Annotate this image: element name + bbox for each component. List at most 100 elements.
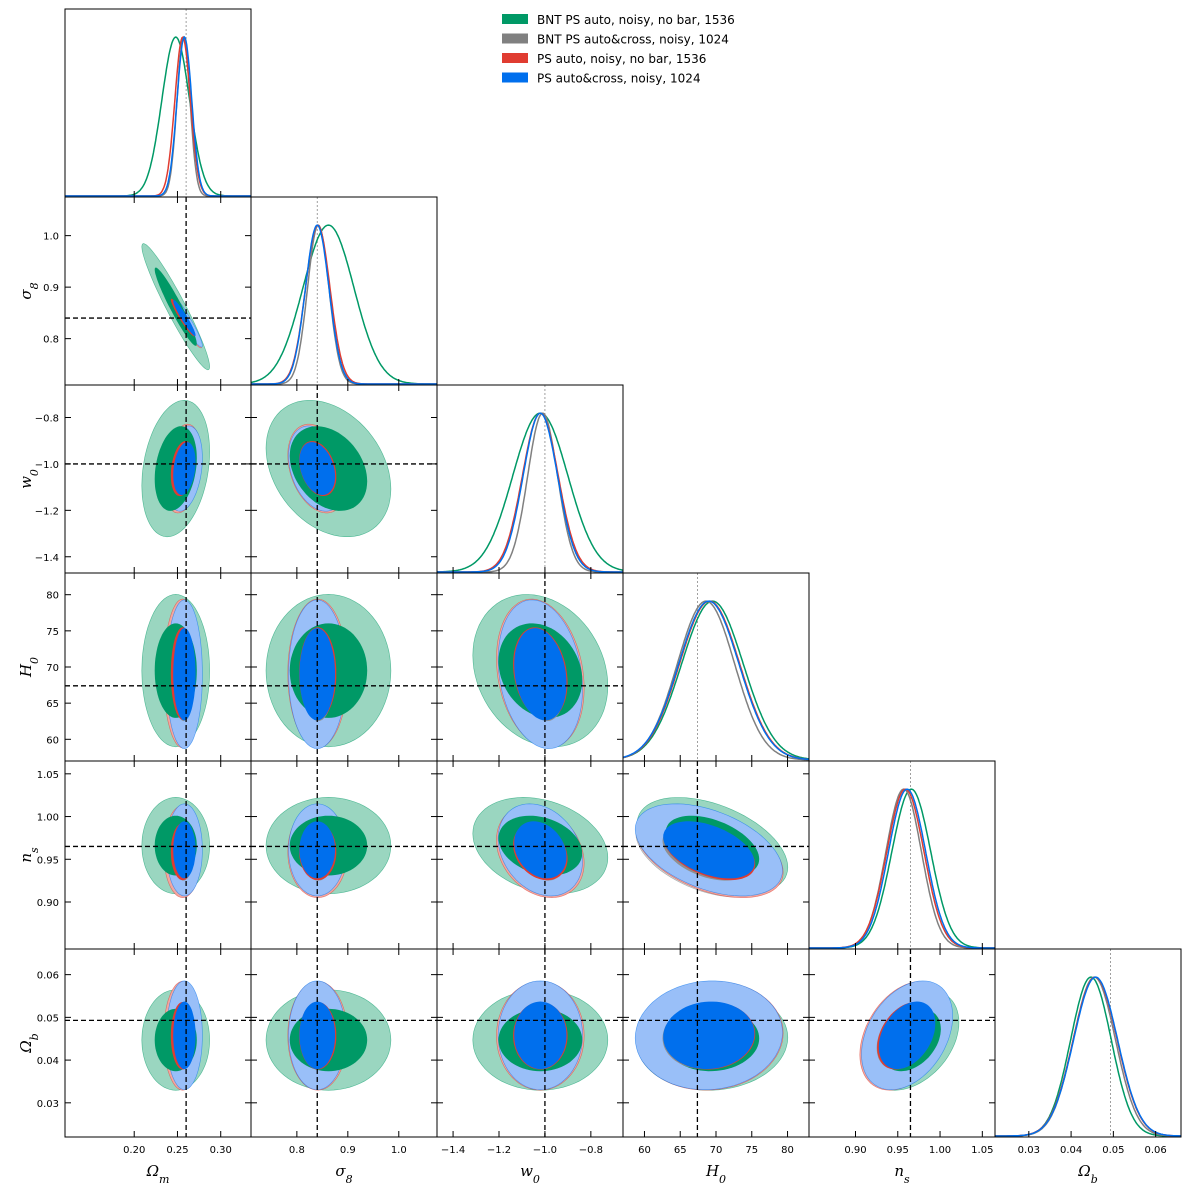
panel-ns-vs-Om <box>64 760 252 950</box>
y-tick-label: 0.04 <box>37 1056 59 1067</box>
panel-1d-Ob <box>994 948 1182 1138</box>
x-tick-label: 1.0 <box>391 1145 407 1156</box>
posterior-series-3 <box>623 600 809 761</box>
y-tick-label: 0.90 <box>37 898 59 909</box>
y-tick-label: −0.8 <box>35 413 59 424</box>
contour-inner-series-3 <box>299 1001 336 1070</box>
x-tick-label: 0.90 <box>844 1145 866 1156</box>
x-tick-label: 65 <box>674 1145 687 1156</box>
posterior-series-1 <box>65 35 251 197</box>
panel-Ob-vs-s8 <box>250 948 438 1138</box>
posterior-series-0 <box>623 600 809 760</box>
x-tick-label: 0.25 <box>166 1145 188 1156</box>
y-tick-label: 1.0 <box>43 232 59 243</box>
panel-ns-vs-H0 <box>622 760 810 950</box>
posterior-curves <box>809 761 995 949</box>
y-tick-label: 0.05 <box>37 1013 59 1024</box>
y-tick-label: 1.00 <box>37 813 59 824</box>
panel-H0-vs-w0 <box>436 572 624 762</box>
x-tick-label: −1.0 <box>533 1145 557 1156</box>
y-tick-label: 0.06 <box>37 971 59 982</box>
y-tick-label: 1.05 <box>37 770 59 781</box>
x-tick-label: −1.2 <box>487 1145 511 1156</box>
y-tick-label: 75 <box>46 627 59 638</box>
y-tick-label: −1.2 <box>35 506 59 517</box>
panel-frame <box>994 948 1182 1138</box>
panel-frame <box>250 196 438 386</box>
x-axis-label-s8: σ8 <box>335 1162 352 1186</box>
x-tick-label: 0.95 <box>887 1145 909 1156</box>
y-tick-label: 70 <box>46 663 59 674</box>
y-tick-label: 60 <box>46 735 59 746</box>
legend: BNT PS auto, noisy, no bar, 1536 BNT PS a… <box>502 13 735 86</box>
posterior-series-2 <box>809 788 995 949</box>
legend-label-2: PS auto, noisy, no bar, 1536 <box>537 52 706 66</box>
posterior-curves <box>995 949 1181 1137</box>
legend-label-0: BNT PS auto, noisy, no bar, 1536 <box>537 13 735 27</box>
x-tick-label: 80 <box>781 1145 794 1156</box>
x-tick-label: 0.05 <box>1102 1145 1124 1156</box>
contour-inner-series-3 <box>173 300 196 336</box>
x-tick-label: 60 <box>638 1145 651 1156</box>
panel-contours <box>251 761 437 949</box>
y-tick-label: 65 <box>46 699 59 710</box>
posterior-series-2 <box>65 36 251 197</box>
panel-Ob-vs-w0 <box>436 948 624 1138</box>
panel-Ob-vs-ns <box>808 948 996 1138</box>
legend-label-3: PS auto&cross, noisy, 1024 <box>537 72 701 86</box>
y-tick-label: −1.0 <box>35 460 59 471</box>
x-axis-label-Ob: Ωb <box>1077 1162 1097 1186</box>
panel-contours <box>65 197 251 385</box>
x-axis-label-ns: ns <box>894 1162 910 1186</box>
legend-swatch-3 <box>502 72 528 83</box>
x-tick-label: 1.00 <box>929 1145 951 1156</box>
panel-frame <box>436 384 624 574</box>
posterior-series-3 <box>995 976 1181 1137</box>
posterior-series-2 <box>995 976 1181 1137</box>
panel-ns-vs-w0 <box>436 760 624 950</box>
legend-label-1: BNT PS auto&cross, noisy, 1024 <box>537 33 729 47</box>
posterior-series-0 <box>995 976 1181 1137</box>
y-axis-label-H0: H0 <box>17 657 41 678</box>
posterior-series-3 <box>437 412 623 573</box>
panel-contours <box>437 761 623 949</box>
x-tick-label: 1.05 <box>971 1145 993 1156</box>
x-tick-label: 70 <box>710 1145 723 1156</box>
contour-inner-series-3 <box>173 442 196 495</box>
y-axis-label-Ob: Ωb <box>17 1033 41 1053</box>
panel-contours <box>65 761 251 949</box>
posterior-curves <box>251 197 437 385</box>
panel-H0-vs-Om <box>64 572 252 762</box>
panel-contours <box>251 385 437 573</box>
x-axis-label-w0: w0 <box>520 1162 540 1186</box>
y-tick-label: 0.03 <box>37 1099 59 1110</box>
x-tick-label: 0.20 <box>123 1145 145 1156</box>
contour-inner-series-3 <box>299 628 336 721</box>
panel-ns-vs-s8 <box>250 760 438 950</box>
y-tick-label: 0.95 <box>37 855 59 866</box>
contour-inner-series-3 <box>514 821 567 879</box>
y-axis-label-s8: σ8 <box>17 282 41 299</box>
panel-frame <box>64 8 252 198</box>
posterior-series-1 <box>995 976 1181 1137</box>
y-tick-label: 0.8 <box>43 335 59 346</box>
panel-contours <box>623 761 809 949</box>
x-tick-label: −0.8 <box>579 1145 603 1156</box>
panel-s8-vs-Om <box>64 196 252 386</box>
panel-H0-vs-s8 <box>250 572 438 762</box>
posterior-series-3 <box>65 35 251 197</box>
posterior-series-3 <box>809 788 995 949</box>
panel-contours <box>251 573 437 761</box>
x-tick-label: 0.30 <box>210 1145 232 1156</box>
x-tick-label: 0.06 <box>1145 1145 1167 1156</box>
panel-contours <box>65 949 251 1137</box>
contour-inner-series-3 <box>514 1001 567 1070</box>
contour-inner-series-3 <box>663 821 755 879</box>
x-tick-label: 0.9 <box>340 1145 356 1156</box>
panel-contours <box>251 949 437 1137</box>
panel-contours <box>809 949 995 1137</box>
posterior-series-0 <box>809 788 995 949</box>
contour-inner-series-3 <box>514 628 567 721</box>
posterior-series-0 <box>251 224 437 385</box>
